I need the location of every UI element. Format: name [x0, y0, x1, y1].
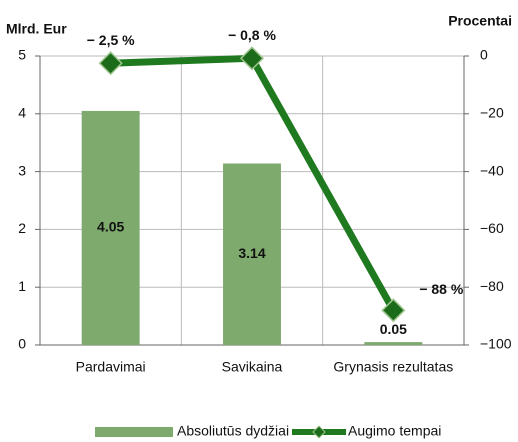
y-tick-label: 0 [18, 336, 26, 352]
bar [364, 342, 423, 345]
legend-marker [312, 425, 326, 439]
bar [223, 163, 281, 345]
y-tick-label: 5 [18, 47, 26, 63]
line-marker [239, 46, 265, 71]
bar-value-label: 3.14 [238, 245, 265, 261]
legend-label: Absoliutūs dydžiai [177, 423, 289, 439]
line-marker [381, 298, 406, 323]
y-axis-title: Mlrd. Eur [6, 21, 67, 37]
x-tick-label: Savikaina [222, 359, 283, 375]
y2-tick-label: −100 [480, 336, 512, 352]
y2-tick-label: −40 [480, 162, 504, 178]
y2-tick-label: 0 [480, 47, 488, 63]
x-tick-label: Grynasis rezultatas [333, 359, 453, 375]
y2-tick-label: −80 [480, 278, 504, 294]
line-marker [98, 51, 123, 76]
x-tick-label: Pardavimai [76, 359, 146, 375]
legend-label: Augimo tempai [348, 423, 441, 439]
y-tick-label: 3 [18, 162, 26, 178]
line-value-label: − 2,5 % [87, 32, 135, 48]
y-tick-label: 4 [18, 105, 26, 121]
y-tick-label: 2 [18, 220, 26, 236]
line-value-label: − 0,8 % [228, 27, 276, 43]
bar [81, 110, 140, 345]
y2-tick-label: −20 [480, 105, 504, 121]
line-value-label: − 88 % [419, 281, 464, 297]
bar-value-label: 4.05 [97, 219, 124, 235]
y2-tick-label: −60 [480, 220, 504, 236]
y2-axis-title: Procentai [448, 13, 512, 29]
legend-swatch [95, 427, 173, 437]
bar-value-label: 0.05 [380, 321, 407, 337]
y-tick-label: 1 [18, 278, 26, 294]
